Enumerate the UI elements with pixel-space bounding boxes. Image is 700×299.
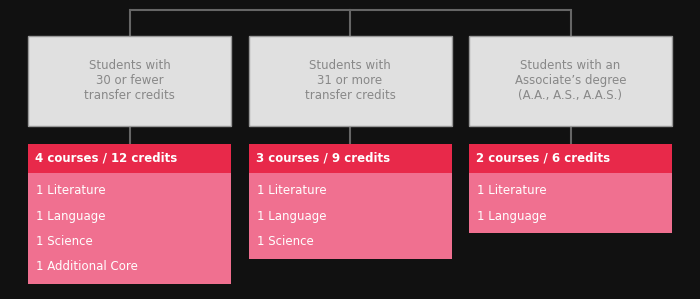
Text: 1 Science: 1 Science <box>257 235 314 248</box>
FancyBboxPatch shape <box>248 36 452 126</box>
Text: 1 Language: 1 Language <box>36 210 106 222</box>
Text: Students with
30 or fewer
transfer credits: Students with 30 or fewer transfer credi… <box>84 59 175 102</box>
Text: 3 courses / 9 credits: 3 courses / 9 credits <box>256 152 390 165</box>
FancyBboxPatch shape <box>248 173 452 259</box>
Text: 1 Literature: 1 Literature <box>36 184 106 197</box>
FancyBboxPatch shape <box>28 36 231 126</box>
FancyBboxPatch shape <box>28 144 231 173</box>
Text: 4 courses / 12 credits: 4 courses / 12 credits <box>35 152 177 165</box>
Text: 2 courses / 6 credits: 2 courses / 6 credits <box>476 152 610 165</box>
FancyBboxPatch shape <box>469 144 672 173</box>
Text: 1 Literature: 1 Literature <box>477 184 547 197</box>
Text: Students with an
Associate’s degree
(A.A., A.S., A.A.S.): Students with an Associate’s degree (A.A… <box>514 59 626 102</box>
FancyBboxPatch shape <box>469 173 672 233</box>
Text: 1 Science: 1 Science <box>36 235 93 248</box>
Text: 1 Language: 1 Language <box>477 210 547 222</box>
Text: 1 Literature: 1 Literature <box>257 184 326 197</box>
Text: 1 Additional Core: 1 Additional Core <box>36 260 139 273</box>
Text: 1 Language: 1 Language <box>257 210 326 222</box>
FancyBboxPatch shape <box>469 36 672 126</box>
FancyBboxPatch shape <box>248 144 452 173</box>
FancyBboxPatch shape <box>28 173 231 284</box>
Text: Students with
31 or more
transfer credits: Students with 31 or more transfer credit… <box>304 59 395 102</box>
